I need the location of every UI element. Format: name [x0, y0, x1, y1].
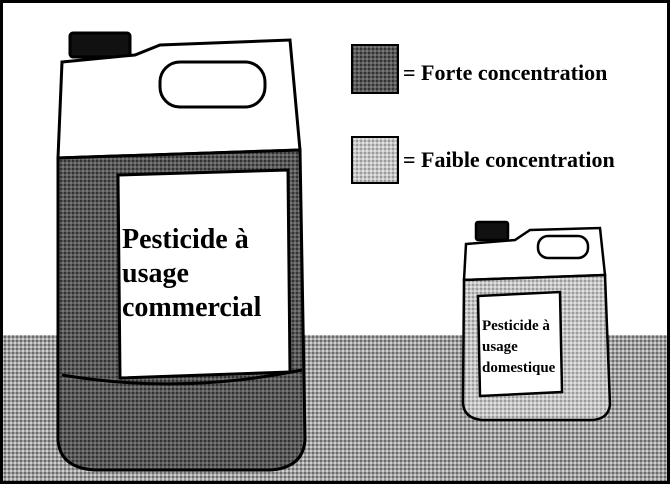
legend-label: = Faible concentration [403, 147, 615, 172]
large-cap [70, 33, 130, 57]
legend-label: = Forte concentration [403, 60, 607, 85]
legend-swatch-dark [352, 45, 398, 93]
large-label-line: Pesticide à [122, 224, 249, 255]
large-label-line: usage [122, 258, 189, 289]
small-cap [476, 222, 508, 240]
large-handle [160, 62, 265, 107]
large-label-line: commercial [122, 292, 262, 323]
page: Pesticide à usage commercial Pesticide à… [0, 0, 670, 484]
illustration: Pesticide à usage commercial Pesticide à… [0, 0, 670, 484]
small-label-line: usage [482, 339, 518, 355]
small-label-line: Pesticide à [482, 318, 550, 334]
small-label-line: domestique [482, 360, 556, 376]
small-handle [538, 236, 588, 258]
legend-swatch-light [352, 137, 398, 183]
